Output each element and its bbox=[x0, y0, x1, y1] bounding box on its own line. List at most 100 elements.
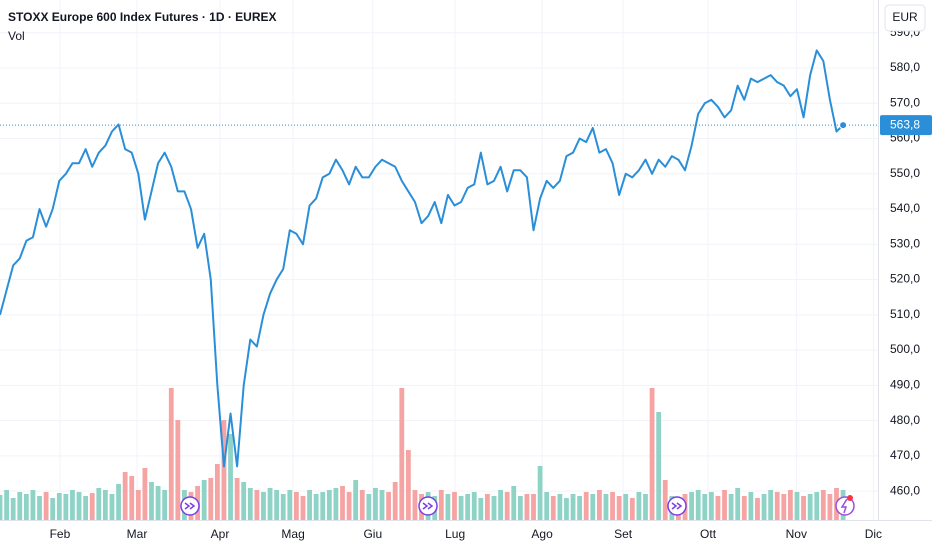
volume-bar bbox=[307, 490, 312, 520]
volume-bar bbox=[596, 490, 602, 520]
y-tick-label: 500,0 bbox=[890, 342, 920, 356]
volume-bar bbox=[373, 488, 378, 520]
volume-bar bbox=[623, 494, 629, 520]
x-tick-label: Mar bbox=[127, 527, 148, 541]
volume-bar bbox=[478, 498, 484, 520]
volume-bar bbox=[155, 486, 161, 520]
volume-bar bbox=[715, 496, 721, 520]
currency-button[interactable] bbox=[884, 4, 926, 32]
event-icon[interactable] bbox=[835, 495, 855, 516]
volume-bar bbox=[689, 492, 694, 520]
event-icon[interactable] bbox=[667, 496, 687, 516]
volume-bar bbox=[741, 496, 747, 520]
volume-bar bbox=[56, 493, 62, 520]
volume-bar bbox=[50, 498, 56, 520]
volume-bar bbox=[735, 488, 741, 520]
volume-bar bbox=[274, 490, 280, 520]
volume-bar bbox=[807, 494, 813, 520]
volume-bar bbox=[175, 420, 181, 520]
volume-bar bbox=[643, 494, 648, 520]
volume-bar bbox=[234, 478, 240, 520]
currency-label: EUR bbox=[892, 10, 918, 24]
volume-bar bbox=[517, 496, 523, 520]
volume-bar bbox=[96, 488, 102, 520]
x-tick-label: Dic bbox=[865, 527, 882, 541]
volume-bar bbox=[17, 492, 23, 520]
price-badge bbox=[880, 115, 932, 136]
price-badge-label: 563,8 bbox=[890, 117, 920, 131]
volume-bar bbox=[43, 492, 49, 520]
volume-bar bbox=[326, 490, 332, 520]
volume-bar bbox=[102, 490, 108, 520]
volume-bar bbox=[241, 482, 247, 520]
volume-bar bbox=[550, 496, 556, 520]
volume-bar bbox=[801, 496, 806, 520]
y-tick-label: 480,0 bbox=[890, 413, 920, 427]
last-point bbox=[839, 121, 848, 130]
volume-bar bbox=[610, 492, 615, 520]
x-tick-label: Ott bbox=[700, 527, 717, 541]
volume-bar bbox=[405, 450, 411, 520]
x-tick-label: Set bbox=[614, 527, 633, 541]
volume-bar bbox=[728, 494, 734, 520]
volume-bar bbox=[748, 492, 754, 520]
volume-bar bbox=[564, 498, 569, 520]
grid bbox=[0, 0, 878, 520]
volume-bar bbox=[649, 388, 655, 520]
volume-bar bbox=[379, 490, 385, 520]
volume-bar bbox=[76, 492, 82, 520]
volume-bar bbox=[814, 492, 820, 520]
volume-bar bbox=[445, 494, 451, 520]
volume-bar bbox=[10, 498, 16, 520]
y-tick-label: 510,0 bbox=[890, 307, 920, 321]
y-tick-label: 550,0 bbox=[890, 166, 920, 180]
volume-bar bbox=[485, 494, 490, 520]
volume-bar bbox=[570, 494, 576, 520]
y-tick-label: 520,0 bbox=[890, 272, 920, 286]
volume-bar bbox=[603, 494, 609, 520]
volume-bar bbox=[254, 490, 260, 520]
volume-bar bbox=[162, 490, 168, 520]
volume-bar bbox=[583, 492, 589, 520]
volume-bar bbox=[498, 490, 503, 520]
event-icon[interactable] bbox=[180, 496, 200, 516]
volume-bar bbox=[629, 498, 635, 520]
volume-bar bbox=[491, 496, 497, 520]
volume-bar bbox=[23, 494, 29, 520]
volume-bar bbox=[214, 464, 220, 520]
volume-bar bbox=[228, 434, 233, 520]
volume-bar bbox=[412, 490, 418, 520]
price-line bbox=[0, 49, 844, 468]
x-tick-label: Feb bbox=[50, 527, 71, 541]
volume-bar bbox=[504, 492, 510, 520]
volume-bar bbox=[794, 492, 800, 520]
volume-bar bbox=[386, 492, 392, 520]
volume-bar bbox=[261, 492, 266, 520]
y-tick-label: 540,0 bbox=[890, 201, 920, 215]
y-tick-label: 460,0 bbox=[890, 483, 920, 497]
x-tick-label: Apr bbox=[211, 527, 230, 541]
volume-bar bbox=[366, 494, 372, 520]
volume-bar bbox=[359, 490, 365, 520]
volume-bar bbox=[293, 492, 299, 520]
volume-bar bbox=[0, 495, 3, 520]
volume-bar bbox=[577, 496, 583, 520]
event-icon[interactable] bbox=[418, 496, 438, 516]
x-tick-label: Mag bbox=[281, 527, 304, 541]
volume-bar bbox=[247, 488, 253, 520]
volume-bar bbox=[787, 490, 793, 520]
volume-bar bbox=[708, 492, 714, 520]
volume-bar bbox=[755, 498, 760, 520]
volume-bar bbox=[768, 490, 774, 520]
price-pane bbox=[0, 49, 878, 468]
x-tick-label: Giu bbox=[363, 527, 382, 541]
y-tick-label: 570,0 bbox=[890, 95, 920, 109]
volume-bar bbox=[300, 496, 306, 520]
volume-bar bbox=[221, 420, 227, 520]
volume-bar bbox=[590, 494, 596, 520]
volume-bar bbox=[346, 492, 352, 520]
volume-bar bbox=[544, 492, 550, 520]
volume-bar bbox=[313, 494, 319, 520]
chart-title: STOXX Europe 600 Index Futures · 1D · EU… bbox=[8, 10, 277, 24]
